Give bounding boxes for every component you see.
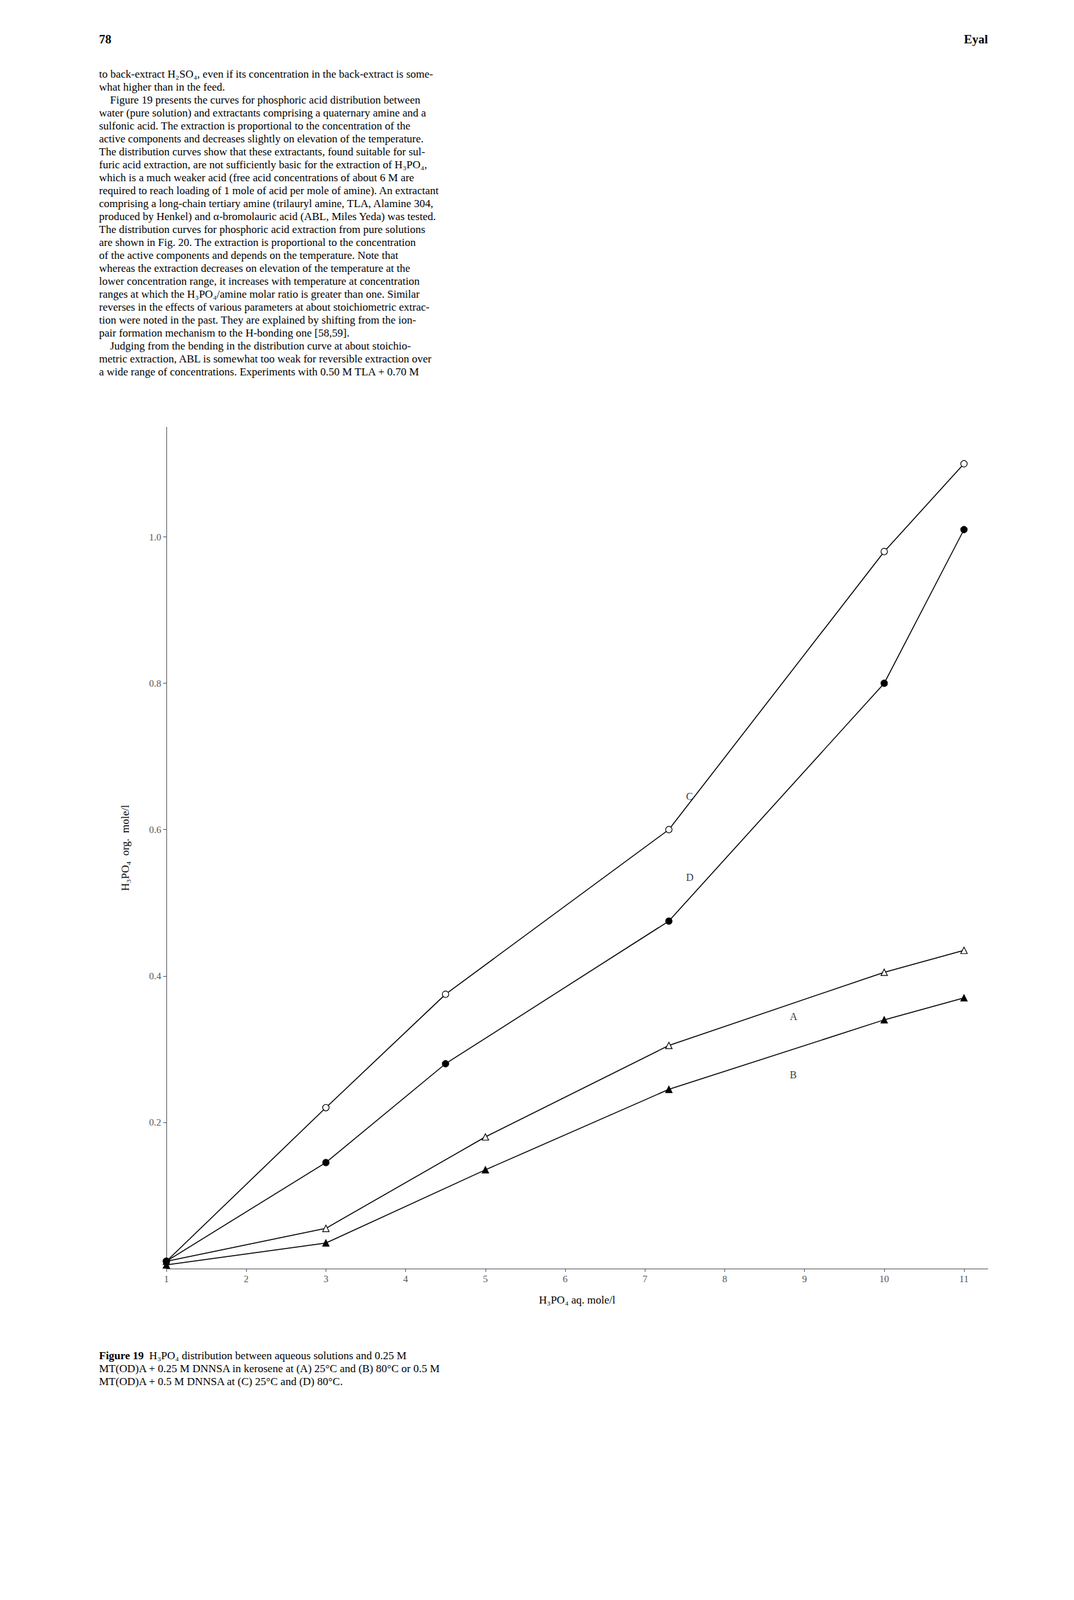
- svg-text:9: 9: [802, 1274, 808, 1285]
- svg-text:0.6: 0.6: [148, 824, 162, 836]
- html-text:are shown in Fig. 20. The extr: are shown in Fig. 20. The extraction is …: [99, 236, 416, 249]
- html-text:to back-extract H₂SO₄, even if: to back-extract H₂SO₄, even if its conce…: [99, 67, 434, 81]
- svg-text:B: B: [789, 1069, 797, 1081]
- svg-text:7: 7: [642, 1274, 648, 1285]
- svg-text:0.2: 0.2: [148, 1117, 162, 1128]
- svg-text:H₃PO₄ aq. mole/l: H₃PO₄ aq. mole/l: [538, 1294, 616, 1307]
- html-text:tion were noted in the past. T: tion were noted in the past. They are ex…: [99, 313, 417, 327]
- html-text:reverses in the effects of var: reverses in the effects of various param…: [99, 301, 430, 314]
- html-text:which is a much weaker acid (f: which is a much weaker acid (free acid c…: [99, 171, 415, 184]
- html-text:whereas the extraction decreas: whereas the extraction decreases on elev…: [99, 262, 411, 275]
- html-text:MT(OD)A + 0.5 M DNNSA at (C) 2: MT(OD)A + 0.5 M DNNSA at (C) 25°C and (D…: [99, 1375, 343, 1388]
- svg-text:C: C: [686, 791, 694, 803]
- html-text:Figure 19 presents the curves: Figure 19 presents the curves for phosph…: [99, 93, 421, 107]
- svg-text:3: 3: [323, 1274, 329, 1285]
- html-text:metric extraction, ABL is some: metric extraction, ABL is somewhat too w…: [99, 352, 432, 366]
- html-text:what higher than in the feed.: what higher than in the feed.: [99, 80, 225, 94]
- svg-text:8: 8: [722, 1274, 728, 1285]
- svg-text:0.4: 0.4: [148, 971, 162, 982]
- svg-text:11: 11: [959, 1274, 969, 1285]
- svg-text:A: A: [789, 1011, 798, 1023]
- html-text:furic acid extraction, are not: furic acid extraction, are not sufficien…: [99, 158, 428, 171]
- html-text:sulfonic acid. The extraction: sulfonic acid. The extraction is proport…: [99, 119, 411, 133]
- html-text:lower concentration range, it: lower concentration range, it increases …: [99, 275, 420, 288]
- svg-text:1: 1: [163, 1274, 169, 1285]
- html-text:Judging from the bending in th: Judging from the bending in the distribu…: [99, 339, 411, 353]
- svg-text:2: 2: [243, 1274, 249, 1285]
- html-text:MT(OD)A + 0.25 M DNNSA in kero: MT(OD)A + 0.25 M DNNSA in kerosene at (A…: [99, 1362, 440, 1376]
- svg-text:1.0: 1.0: [148, 532, 162, 543]
- html-text:comprising a long-chain tertia: comprising a long-chain tertiary amine (…: [99, 197, 434, 210]
- html-text:produced by Henkel) and α-brom: produced by Henkel) and α-bromolauric ac…: [99, 210, 436, 223]
- svg-text:6: 6: [562, 1274, 568, 1285]
- svg-text:0.8: 0.8: [148, 678, 162, 689]
- html-text:The distribution curves for ph: The distribution curves for phosphoric a…: [99, 223, 426, 236]
- svg-text:4: 4: [403, 1274, 409, 1285]
- svg-text:D: D: [686, 872, 694, 884]
- html-text:ranges at which the H₃PO₄/amin: ranges at which the H₃PO₄/amine molar ra…: [99, 288, 420, 301]
- html-text:active components and decrease: active components and decreases slightly…: [99, 132, 424, 146]
- html-text:Eyal: Eyal: [963, 32, 988, 46]
- html-text:a wide range of concentrations: a wide range of concentrations. Experime…: [99, 365, 419, 379]
- html-text:Figure 19 H₃PO₄ distribution b: Figure 19 H₃PO₄ distribution between aqu…: [99, 1349, 407, 1363]
- html-text:78: 78: [99, 32, 112, 46]
- svg-text:H₃PO₄ org. mole/l: H₃PO₄ org. mole/l: [119, 804, 132, 891]
- html-text:pair formation mechanism to th: pair formation mechanism to the H-bondin…: [99, 326, 350, 340]
- html-text:The distribution curves show t: The distribution curves show that these …: [99, 145, 426, 158]
- html-text:of the active components and d: of the active components and depends on …: [99, 249, 399, 262]
- svg-text:5: 5: [482, 1274, 489, 1285]
- svg-text:10: 10: [879, 1274, 889, 1285]
- html-text:required to reach loading of 1: required to reach loading of 1 mole of a…: [99, 184, 439, 197]
- html-text:water (pure solution) and extr: water (pure solution) and extractants co…: [99, 106, 427, 120]
